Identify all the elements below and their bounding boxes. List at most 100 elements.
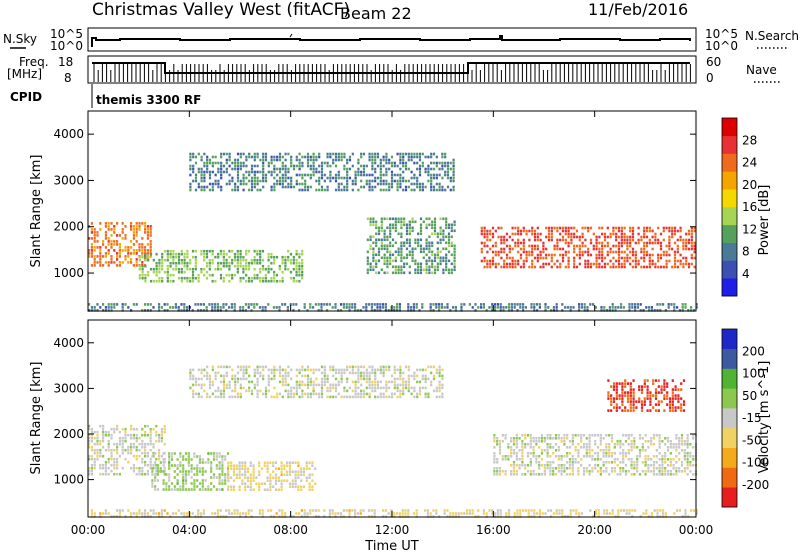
echo-cell — [104, 469, 107, 473]
echo-cell — [192, 155, 195, 159]
echo-cell — [442, 268, 445, 272]
echo-cell — [385, 380, 388, 384]
echo-cell — [447, 250, 451, 254]
echo-cell — [387, 512, 390, 515]
echo-cell — [281, 512, 284, 515]
echo-cell — [264, 389, 268, 393]
echo-cell — [247, 261, 251, 265]
echo-cell — [644, 461, 647, 464]
echo-cell — [516, 509, 519, 512]
echo-cell — [228, 164, 231, 168]
echo-cell — [596, 455, 600, 458]
echo-cell — [162, 452, 165, 455]
echo-cell — [374, 380, 377, 384]
echo-cell — [653, 309, 656, 312]
echo-cell — [264, 179, 268, 183]
echo-cell — [297, 488, 300, 491]
echo-cell — [397, 265, 400, 269]
echo-cell — [687, 238, 691, 242]
echo-cell — [561, 303, 564, 306]
echo-cell — [334, 512, 337, 515]
echo-cell — [631, 253, 635, 257]
echo-cell — [496, 440, 499, 443]
freq-label: Freq. — [19, 55, 49, 69]
echo-cell — [391, 259, 395, 263]
echo-cell — [584, 244, 587, 248]
echo-cell — [253, 170, 256, 174]
echo-cell — [329, 179, 332, 183]
echo-cell — [669, 443, 672, 446]
echo-cell — [376, 386, 380, 390]
echo-cell — [206, 155, 209, 159]
echo-cell — [648, 262, 651, 266]
echo-cell — [294, 470, 297, 473]
echo-cell — [416, 167, 419, 171]
echo-cell — [493, 461, 496, 464]
echo-cell — [306, 164, 310, 168]
echo-cell — [203, 161, 206, 165]
echo-cell — [190, 464, 193, 467]
echo-cell — [521, 461, 524, 464]
echo-cell — [664, 470, 667, 473]
echo-cell — [118, 436, 121, 440]
echo-cell — [438, 188, 441, 192]
echo-cell — [315, 383, 318, 387]
echo-cell — [617, 306, 620, 309]
echo-cell — [360, 395, 363, 399]
echo-cell — [480, 232, 483, 236]
echo-cell — [239, 152, 242, 156]
echo-cell — [290, 155, 293, 159]
echo-cell — [460, 303, 463, 306]
echo-cell — [239, 182, 242, 186]
echo-cell — [375, 226, 378, 230]
echo-cell — [214, 303, 217, 306]
echo-cell — [212, 458, 216, 461]
echo-cell — [107, 433, 110, 437]
echo-cell — [640, 409, 644, 412]
echo-cell — [245, 264, 248, 268]
echo-cell — [231, 389, 234, 393]
echo-cell — [544, 512, 547, 515]
echo-cell — [376, 368, 380, 372]
echo-cell — [627, 449, 630, 452]
echo-cell — [280, 467, 283, 470]
echo-cell — [505, 256, 509, 260]
echo-cell — [415, 306, 418, 309]
echo-cell — [435, 161, 438, 165]
echo-cell — [608, 473, 611, 476]
echo-cell — [397, 217, 400, 221]
echo-cell — [544, 306, 547, 309]
echo-cell — [501, 440, 504, 443]
echo-cell — [242, 176, 245, 180]
echo-cell — [382, 303, 385, 306]
echo-cell — [250, 258, 253, 262]
echo-cell — [236, 380, 240, 384]
echo-cell — [532, 449, 535, 452]
echo-cell — [389, 262, 392, 266]
echo-cell — [526, 464, 530, 467]
echo-cell — [690, 262, 693, 266]
echo-cell — [298, 264, 301, 268]
echo-cell — [549, 446, 552, 449]
echo-cell — [90, 237, 93, 240]
echo-cell — [422, 247, 425, 251]
echo-cell — [493, 440, 496, 443]
echo-cell — [522, 309, 525, 312]
echo-cell — [104, 234, 107, 237]
echo-cell — [218, 482, 221, 485]
echo-cell — [337, 173, 340, 177]
echo-cell — [550, 226, 553, 230]
echo-cell — [564, 238, 567, 242]
echo-cell — [584, 250, 587, 254]
echo-cell — [192, 179, 195, 183]
echo-cell — [517, 226, 520, 230]
echo-cell — [550, 259, 553, 263]
echo-cell — [224, 479, 227, 482]
echo-cell — [93, 451, 96, 455]
echo-cell — [362, 152, 366, 156]
echo-cell — [259, 365, 262, 369]
echo-cell — [522, 241, 525, 245]
echo-cell — [446, 303, 449, 306]
echo-cell — [175, 255, 178, 259]
echo-cell — [334, 383, 338, 387]
